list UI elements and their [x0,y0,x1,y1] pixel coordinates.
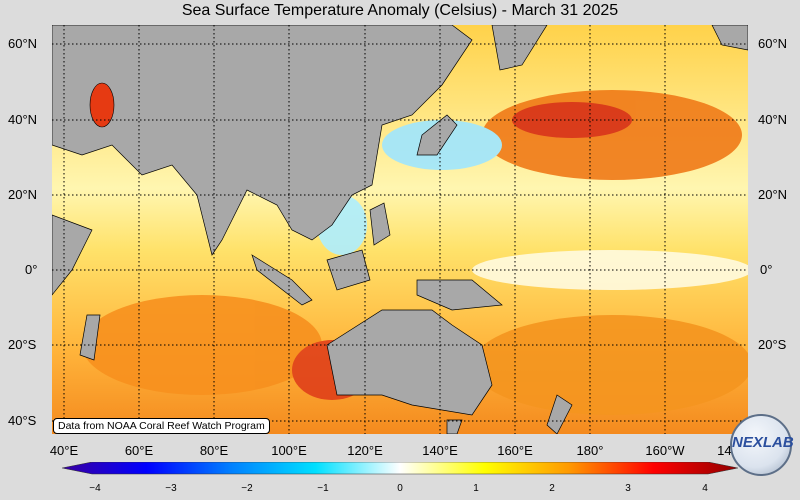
lon-label: 140°E [422,443,458,458]
lat-label-left: 20°N [8,187,38,202]
asia-landmass [52,25,473,256]
anomaly-near-zero-eq [472,250,748,290]
colorbar-tick: 2 [549,483,555,494]
lat-label-right: 20°N [758,187,788,202]
lon-label: 100°E [271,443,307,458]
anomaly-warm-indian [82,295,322,395]
colorbar-tick: 4 [702,483,708,494]
japan [416,114,458,156]
new-zealand [546,394,573,434]
data-credit: Data from NOAA Coral Reef Watch Program [53,418,270,434]
tasmania [446,419,463,434]
lat-label-right: 20°S [758,337,787,352]
lat-label-left: 40°S [8,413,37,428]
australia [326,309,493,416]
colorbar-tick: −3 [165,483,177,494]
lat-label-left: 60°N [8,36,38,51]
lon-label: 60°E [124,443,154,458]
africa-landmass [52,214,93,296]
colorbar [62,462,738,475]
colorbar-tick: 1 [473,483,479,494]
colorbar-tick: 0 [397,483,403,494]
madagascar [79,314,101,361]
caspian-sea-anomaly [89,82,115,128]
lat-label-left: 0° [25,262,38,277]
north-america-tip [711,25,748,51]
lon-label: 180° [576,443,604,458]
colorbar-tick: −4 [89,483,101,494]
lat-label-right: 0° [760,262,773,277]
sst-anomaly-map [52,25,748,434]
map-title: Sea Surface Temperature Anomaly (Celsius… [181,2,619,19]
nexlab-logo[interactable]: NEXLAB [730,414,794,476]
lat-label-right: 60°N [758,36,788,51]
colorbar-tick: −1 [317,483,329,494]
map-svg [52,25,748,434]
lat-label-left: 40°N [8,112,38,127]
new-guinea [416,279,503,311]
graticule [52,25,748,434]
lon-label: 80°E [199,443,229,458]
anomaly-warm-spac [472,315,748,415]
lon-label: 120°E [347,443,383,458]
lon-label: 40°E [49,443,79,458]
lat-label-right: 40°N [758,112,788,127]
kamchatka [491,25,548,71]
colorbar-tick: 3 [625,483,631,494]
logo-text: NEXLAB [732,434,794,451]
lon-label: 160°E [497,443,533,458]
philippines [369,202,391,246]
anomaly-warm-npacific [482,90,742,180]
sumatra [251,254,313,306]
lon-label: 160°W [645,443,685,458]
colorbar-tick: −2 [241,483,253,494]
lat-label-left: 20°S [8,337,37,352]
